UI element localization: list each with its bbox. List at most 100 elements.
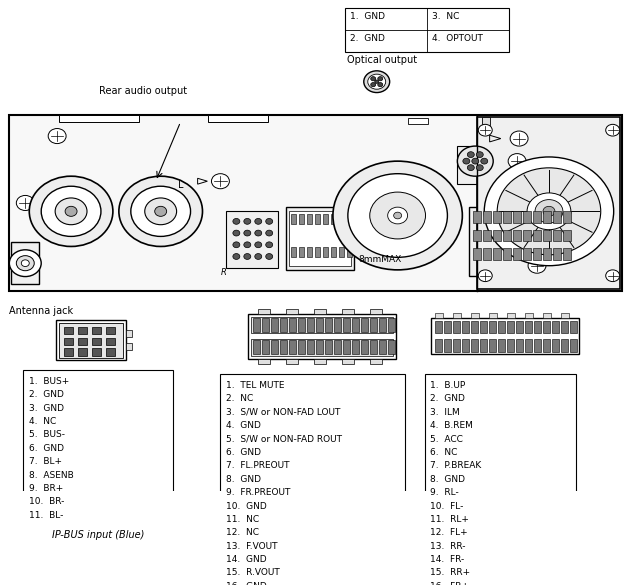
Text: 12.  FL+: 12. FL+ bbox=[430, 528, 468, 537]
Text: IP-BUS input (Blue): IP-BUS input (Blue) bbox=[52, 530, 144, 540]
Text: 1.  B.UP: 1. B.UP bbox=[430, 381, 466, 390]
Circle shape bbox=[387, 207, 408, 224]
Bar bbox=[543, 321, 550, 333]
Bar bbox=[480, 339, 487, 352]
Bar bbox=[315, 214, 320, 224]
Bar bbox=[64, 338, 73, 345]
Text: Antenna jack: Antenna jack bbox=[9, 306, 73, 316]
Bar bbox=[570, 321, 577, 333]
Bar bbox=[106, 349, 115, 356]
Text: 10.  FL-: 10. FL- bbox=[430, 501, 464, 511]
Bar bbox=[106, 327, 115, 334]
Bar bbox=[325, 340, 332, 355]
Bar bbox=[78, 327, 87, 334]
Bar bbox=[289, 340, 296, 355]
Bar bbox=[126, 330, 132, 337]
Bar bbox=[454, 321, 461, 333]
Circle shape bbox=[476, 152, 483, 157]
Bar bbox=[432, 318, 579, 355]
Text: 12.  NC: 12. NC bbox=[227, 528, 259, 537]
Bar bbox=[286, 309, 298, 314]
Bar bbox=[289, 211, 351, 266]
Circle shape bbox=[131, 186, 191, 236]
Bar bbox=[463, 321, 469, 333]
Bar bbox=[345, 8, 509, 51]
Bar bbox=[477, 117, 620, 289]
Bar bbox=[489, 339, 496, 352]
Bar bbox=[307, 247, 312, 257]
Circle shape bbox=[606, 125, 620, 136]
Bar bbox=[523, 248, 531, 260]
Bar bbox=[298, 318, 305, 332]
Text: 1.  TEL MUTE: 1. TEL MUTE bbox=[227, 381, 285, 390]
Bar bbox=[271, 318, 278, 332]
Text: 5.  ACC: 5. ACC bbox=[430, 435, 463, 443]
Circle shape bbox=[233, 253, 240, 259]
Text: 11.  RL+: 11. RL+ bbox=[430, 515, 469, 524]
Bar bbox=[471, 321, 478, 333]
Text: 6.  GND: 6. GND bbox=[227, 448, 261, 457]
Circle shape bbox=[527, 193, 571, 230]
Bar bbox=[342, 359, 354, 364]
Circle shape bbox=[29, 176, 113, 246]
Circle shape bbox=[144, 198, 177, 225]
Bar bbox=[408, 118, 428, 123]
Text: 2.  GND: 2. GND bbox=[430, 394, 466, 404]
Circle shape bbox=[255, 253, 262, 259]
Text: 3.  GND: 3. GND bbox=[29, 404, 64, 412]
Bar bbox=[370, 340, 377, 355]
Bar bbox=[323, 247, 328, 257]
Circle shape bbox=[233, 218, 240, 224]
Bar bbox=[552, 339, 559, 352]
Text: R: R bbox=[220, 268, 227, 277]
Bar bbox=[543, 230, 551, 242]
Bar bbox=[352, 340, 359, 355]
Bar bbox=[457, 146, 497, 184]
Bar bbox=[11, 242, 39, 284]
Circle shape bbox=[497, 168, 601, 255]
Bar bbox=[314, 359, 326, 364]
Circle shape bbox=[484, 157, 614, 266]
Text: 6.  GND: 6. GND bbox=[29, 444, 64, 453]
Text: 13.  F.VOUT: 13. F.VOUT bbox=[227, 542, 278, 550]
Bar bbox=[507, 314, 515, 318]
Bar bbox=[592, 161, 614, 168]
Bar bbox=[315, 247, 320, 257]
Bar bbox=[473, 248, 481, 260]
Bar bbox=[507, 339, 514, 352]
Bar bbox=[291, 247, 296, 257]
Bar bbox=[253, 340, 260, 355]
Circle shape bbox=[266, 242, 273, 247]
Bar bbox=[262, 318, 269, 332]
Bar bbox=[543, 211, 551, 223]
Text: 2.  GND: 2. GND bbox=[350, 34, 385, 43]
Circle shape bbox=[348, 174, 447, 257]
Bar bbox=[471, 339, 478, 352]
Bar bbox=[563, 248, 571, 260]
Circle shape bbox=[472, 158, 479, 164]
Circle shape bbox=[244, 242, 251, 247]
Circle shape bbox=[16, 195, 34, 211]
Circle shape bbox=[378, 82, 383, 87]
Bar bbox=[314, 309, 326, 314]
Bar bbox=[361, 318, 368, 332]
Bar bbox=[454, 314, 461, 318]
Bar bbox=[271, 340, 278, 355]
Circle shape bbox=[606, 270, 620, 281]
Text: 8.  ASENB: 8. ASENB bbox=[29, 470, 74, 480]
Bar bbox=[286, 207, 354, 270]
Bar bbox=[543, 248, 551, 260]
Text: 4.  B.REM: 4. B.REM bbox=[430, 421, 473, 430]
Bar bbox=[258, 309, 270, 314]
Text: 8.  GND: 8. GND bbox=[227, 475, 261, 484]
Bar bbox=[352, 318, 359, 332]
Bar bbox=[307, 340, 314, 355]
Circle shape bbox=[244, 218, 251, 224]
Bar bbox=[483, 248, 491, 260]
Bar bbox=[339, 247, 344, 257]
Bar bbox=[525, 314, 533, 318]
Bar bbox=[220, 374, 404, 585]
Text: 5.  S/W or NON-FAD ROUT: 5. S/W or NON-FAD ROUT bbox=[227, 435, 343, 443]
Bar bbox=[561, 339, 568, 352]
Bar bbox=[92, 349, 101, 356]
